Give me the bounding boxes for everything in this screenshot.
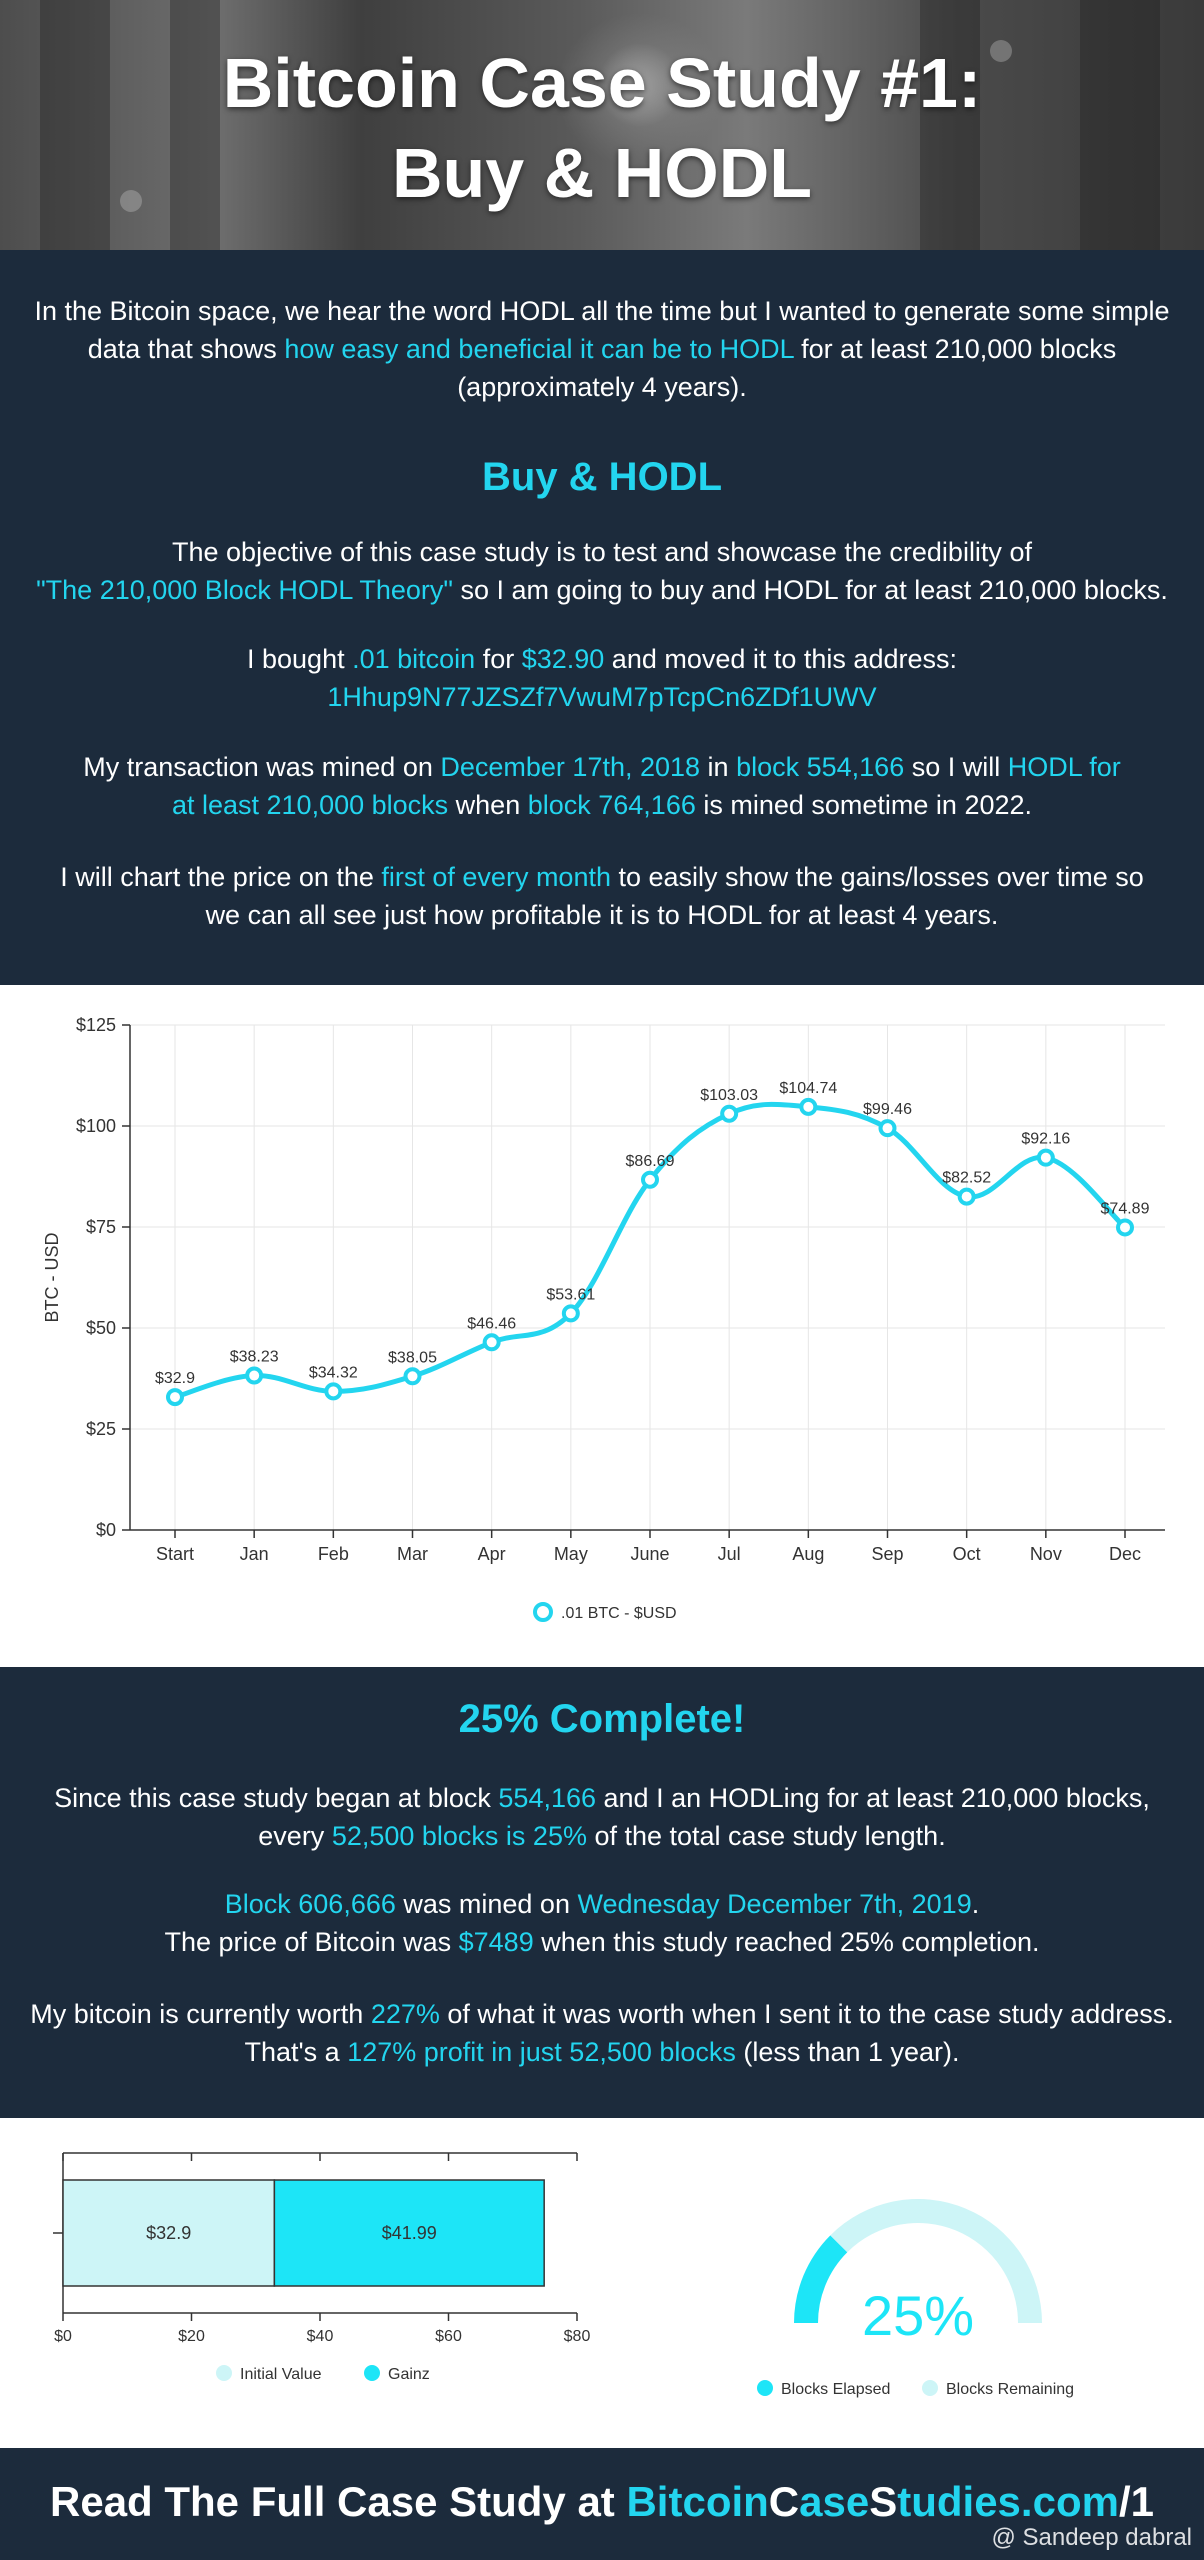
purchase-paragraph: I bought .01 bitcoin for $32.90 and move…	[247, 644, 957, 712]
footer-cta[interactable]: Read The Full Case Study at BitcoinCaseS…	[50, 2478, 1154, 2525]
title-line-2: Buy & HODL	[392, 134, 812, 212]
price-chart-section: $0 $25 $50 $75 $100 $125 Start Jan Feb Mar Apr May J…	[0, 985, 1204, 1667]
data-point	[324, 1382, 343, 1401]
data-label: $34.32	[309, 1364, 358, 1381]
vault-bar	[920, 0, 980, 250]
y-tick-label: $100	[76, 1116, 116, 1136]
gauge-slice	[830, 2199, 1042, 2323]
profit-paragraph: My bitcoin is currently worth 227% of wh…	[30, 1999, 1174, 2067]
data-point	[957, 1187, 976, 1206]
y-tick-label: $125	[76, 1015, 116, 1035]
x-tick-label: May	[554, 1544, 588, 1564]
page-title: Bitcoin Case Study #1: Buy & HODL	[0, 38, 1204, 218]
legend-label: Blocks Elapsed	[781, 2381, 890, 2398]
gauge-center-label: 25%	[862, 2284, 974, 2347]
progress-section: 25% Complete! Since this case study bega…	[0, 1667, 1204, 2118]
data-point	[878, 1119, 897, 1138]
section-title-buy-hodl: Buy & HODL	[482, 455, 722, 499]
x-tick-label: Dec	[1109, 1544, 1141, 1564]
progress-paragraph: Since this case study began at block 554…	[54, 1783, 1150, 1851]
data-point	[245, 1366, 264, 1385]
gauge-slice	[794, 2235, 848, 2323]
intro-section: In the Bitcoin space, we hear the word H…	[0, 250, 1204, 985]
objective-paragraph: The objective of this case study is to t…	[36, 537, 1168, 605]
x-tick-label: Jan	[240, 1544, 269, 1564]
data-point	[561, 1304, 580, 1323]
x-tick-label: Nov	[1030, 1544, 1062, 1564]
rivet-icon	[990, 40, 1012, 62]
x-tick-label: Oct	[953, 1544, 981, 1564]
legend-label: Blocks Remaining	[946, 2381, 1074, 2398]
y-tick-label: $50	[86, 1318, 116, 1338]
data-point	[720, 1104, 739, 1123]
bar-label: $32.9	[146, 2223, 191, 2243]
x-tick-label: Sep	[871, 1544, 903, 1564]
x-tick-label: Apr	[478, 1544, 506, 1564]
block-paragraph: Block 606,666 was mined on Wednesday Dec…	[164, 1889, 1040, 1957]
data-label: $32.9	[155, 1370, 195, 1387]
data-label: $82.52	[942, 1170, 991, 1187]
chart-plan-paragraph: I will chart the price on the first of e…	[60, 862, 1144, 930]
bar-label: $41.99	[382, 2223, 437, 2243]
btc-address: 1Hhup9N77JZSZf7VwuM7pTcpCn6ZDf1UWV	[327, 682, 877, 712]
y-axis-label: BTC - USD	[42, 1232, 62, 1322]
legend-marker	[364, 2365, 380, 2381]
intro-paragraph: In the Bitcoin space, we hear the word H…	[34, 296, 1170, 402]
data-label: $86.69	[626, 1153, 675, 1170]
data-point	[1116, 1218, 1134, 1237]
legend-marker	[533, 1602, 553, 1622]
x-tick-label: $0	[54, 2328, 72, 2345]
data-point	[166, 1388, 184, 1407]
data-point	[1036, 1148, 1055, 1167]
data-label: $103.03	[700, 1087, 758, 1104]
data-label: $92.16	[1021, 1131, 1070, 1148]
x-tick-label: Aug	[792, 1544, 824, 1564]
price-line-chart: $0 $25 $50 $75 $100 $125 Start Jan Feb Mar Apr May J…	[42, 1015, 1165, 1622]
x-tick-label: $60	[435, 2328, 462, 2345]
data-label: $38.05	[388, 1349, 437, 1366]
blocks-gauge-chart: 25% Blocks Elapsed Blocks Remaining	[757, 2199, 1074, 2398]
legend-marker	[757, 2380, 773, 2396]
footer: Read The Full Case Study at BitcoinCaseS…	[0, 2448, 1204, 2560]
bar-segment	[273, 2179, 545, 2287]
data-label: $104.74	[779, 1080, 837, 1097]
x-tick-label: $80	[564, 2328, 591, 2345]
data-point	[482, 1333, 501, 1352]
data-label: $38.23	[230, 1349, 279, 1366]
section-title-complete: 25% Complete!	[458, 1697, 746, 1741]
x-tick-label: Start	[156, 1544, 194, 1564]
x-tick-label: Feb	[318, 1544, 349, 1564]
x-tick-label: $40	[307, 2328, 334, 2345]
value-bar-chart: $0 $20 $40 $60 $80 $32.9 $41.99 Initial Value Ga…	[53, 2152, 591, 2383]
x-tick-label: June	[630, 1544, 669, 1564]
y-tick-label: $75	[86, 1217, 116, 1237]
x-tick-label: Jul	[718, 1544, 741, 1564]
data-label: $99.46	[863, 1101, 912, 1118]
legend-marker	[216, 2365, 232, 2381]
watermark: @ Sandeep dabral	[991, 2524, 1192, 2551]
title-line-1: Bitcoin Case Study #1:	[222, 44, 982, 122]
data-point	[641, 1170, 659, 1189]
vault-bar	[40, 0, 110, 250]
y-tick-label: $0	[96, 1520, 116, 1540]
legend-label: .01 BTC - $USD	[561, 1605, 677, 1622]
data-point	[403, 1367, 422, 1386]
data-label: $46.46	[467, 1315, 516, 1332]
header-banner: Bitcoin Case Study #1: Buy & HODL	[0, 0, 1204, 250]
x-tick-label: Mar	[397, 1544, 428, 1564]
legend-marker	[922, 2380, 938, 2396]
y-tick-label: $25	[86, 1419, 116, 1439]
data-point	[799, 1097, 818, 1116]
legend-label: Initial Value	[240, 2366, 322, 2383]
vault-bar	[1080, 0, 1160, 250]
data-label: $74.89	[1101, 1200, 1150, 1217]
vault-bar	[170, 0, 220, 250]
x-tick-label: $20	[178, 2328, 205, 2345]
data-label: $53.61	[546, 1286, 595, 1303]
rivet-icon	[120, 190, 142, 212]
bar-segment	[62, 2179, 276, 2287]
summary-charts-section: $0 $20 $40 $60 $80 $32.9 $41.99 Initial Value Ga…	[0, 2118, 1204, 2448]
transaction-paragraph: My transaction was mined on December 17t…	[83, 752, 1121, 820]
legend-label: Gainz	[388, 2366, 430, 2383]
